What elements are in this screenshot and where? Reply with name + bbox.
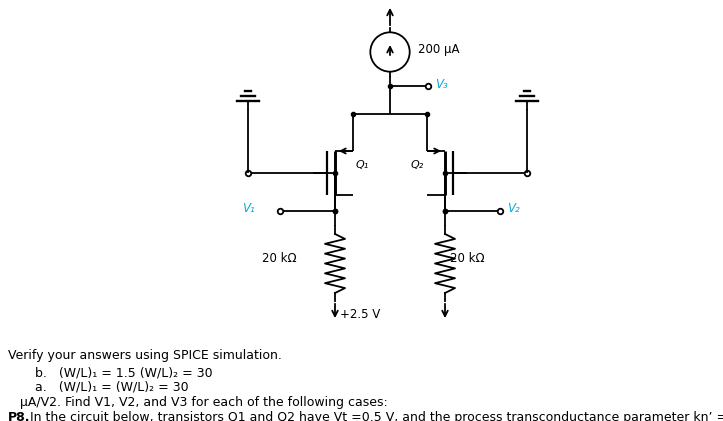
Text: P8.: P8.: [8, 411, 30, 421]
Text: 200 μA: 200 μA: [418, 43, 460, 56]
Text: +2.5 V: +2.5 V: [340, 308, 380, 321]
Text: a.   (W/L)₁ = (W/L)₂ = 30: a. (W/L)₁ = (W/L)₂ = 30: [35, 381, 189, 394]
Text: 20 kΩ: 20 kΩ: [262, 253, 297, 266]
Text: In the circuit below, transistors Q1 and Q2 have Vt =0.5 V, and the process tran: In the circuit below, transistors Q1 and…: [30, 411, 723, 421]
Text: 20 kΩ: 20 kΩ: [450, 253, 484, 266]
Text: V₂: V₂: [507, 203, 520, 216]
Text: Q₂: Q₂: [411, 160, 424, 170]
Text: Q₁: Q₁: [356, 160, 369, 170]
Text: V₁: V₁: [242, 203, 255, 216]
Text: Verify your answers using SPICE simulation.: Verify your answers using SPICE simulati…: [8, 349, 282, 362]
Text: μA/V2. Find V1, V2, and V3 for each of the following cases:: μA/V2. Find V1, V2, and V3 for each of t…: [20, 396, 388, 409]
Text: V₃: V₃: [435, 77, 448, 91]
Text: b.   (W/L)₁ = 1.5 (W/L)₂ = 30: b. (W/L)₁ = 1.5 (W/L)₂ = 30: [35, 366, 213, 379]
